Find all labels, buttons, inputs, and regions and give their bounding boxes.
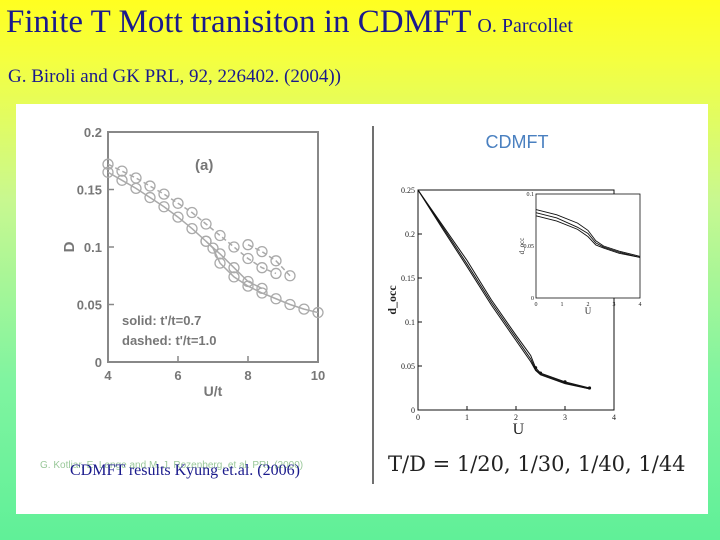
inset-plot-frame — [535, 193, 641, 299]
left-data-point — [312, 306, 324, 319]
left-data-point — [102, 166, 114, 178]
right-x-tick-label: 2 — [514, 413, 518, 422]
left-panel-label: (a) — [195, 157, 213, 174]
left-legend-dashed: dashed: t'/t=1.0 — [122, 333, 216, 348]
right-chart-title: CDMFT — [486, 132, 549, 152]
left-x-axis-label: U/t — [204, 383, 223, 399]
left-y-tick-label: 0.15 — [77, 183, 102, 198]
left-data-point — [214, 257, 226, 269]
left-data-point — [158, 201, 170, 213]
left-data-point — [256, 282, 268, 295]
figure-panel — [16, 104, 708, 514]
left-data-point — [186, 222, 198, 235]
right-x-tick-label: 4 — [612, 413, 616, 422]
right-data-point — [538, 371, 543, 375]
left-data-point — [116, 174, 128, 186]
caption: CDMFT results Kyung et.al. (2006) — [70, 462, 300, 479]
right-y-tick-label: 0 — [411, 406, 415, 415]
left-data-point — [172, 211, 184, 223]
left-y-tick-label: 0.05 — [77, 298, 102, 313]
inset-x-tick-label: 0 — [535, 302, 538, 308]
left-data-point — [207, 242, 219, 254]
left-data-point — [214, 229, 226, 242]
inset-series-line — [535, 209, 641, 257]
title-author: O. Parcollet — [477, 15, 573, 37]
slide-title: Finite T Mott tranisiton in CDMFT O. Parc… — [6, 4, 573, 41]
left-x-tick-label: 4 — [104, 368, 112, 383]
left-x-tick-label: 10 — [311, 368, 325, 383]
inset-series-line — [535, 215, 641, 258]
left-data-point — [298, 303, 310, 315]
left-data-point — [228, 241, 240, 253]
inset-x-tick-label: 4 — [639, 302, 642, 308]
left-data-point — [186, 206, 198, 219]
left-data-point — [130, 172, 142, 184]
inset-x-axis-label: U — [585, 306, 592, 316]
left-citation: G. Kotliar, E. Lange and M. J. Rozenberg… — [40, 460, 304, 471]
right-series-line — [417, 189, 590, 390]
left-data-point — [172, 197, 184, 209]
left-data-point — [256, 245, 268, 258]
left-data-point — [228, 262, 240, 274]
left-data-point — [284, 270, 296, 282]
left-series-line — [107, 171, 319, 314]
left-data-point — [144, 180, 156, 192]
left-data-point — [228, 271, 240, 283]
left-x-tick-label: 8 — [244, 368, 251, 383]
left-data-point — [102, 158, 114, 170]
right-y-axis-label: d_occ — [385, 285, 399, 315]
right-data-point — [563, 380, 567, 384]
left-legend-solid: solid: t'/t=0.7 — [122, 313, 201, 328]
left-data-point — [200, 218, 212, 230]
right-y-tick-label: 0.05 — [401, 362, 415, 371]
left-y-tick-label: 0.2 — [84, 125, 102, 140]
right-y-tick-label: 0.2 — [405, 230, 415, 239]
right-series-line — [417, 189, 590, 389]
right-data-point — [534, 366, 538, 370]
left-y-tick-label: 0.1 — [84, 240, 102, 255]
right-x-axis-label: U — [513, 421, 525, 438]
left-data-point — [144, 191, 156, 204]
left-series-line — [247, 244, 291, 277]
left-data-point — [158, 188, 170, 200]
inset-x-tick-label: 3 — [613, 302, 616, 308]
left-y-axis-label: D — [61, 241, 78, 252]
right-data-point — [587, 386, 592, 390]
right-x-tick-label: 3 — [563, 413, 567, 422]
title-text: Finite T Mott tranisiton in CDMFT — [6, 4, 472, 40]
left-data-point — [270, 267, 282, 280]
temperature-formula: T/D = 1/20, 1/30, 1/40, 1/44 — [388, 452, 686, 476]
left-data-point — [242, 252, 254, 265]
right-series-line — [417, 189, 590, 390]
inset-y-tick-label: 0 — [531, 296, 534, 302]
left-data-point — [256, 262, 268, 274]
left-data-point — [242, 275, 254, 288]
right-x-tick-label: 0 — [416, 413, 420, 422]
left-data-point — [214, 248, 226, 260]
right-x-tick-label: 1 — [465, 413, 469, 422]
left-y-tick-label: 0 — [95, 355, 102, 370]
inset-x-tick-label: 1 — [561, 302, 564, 308]
inset-y-tick-label: 0.05 — [524, 244, 535, 250]
left-data-point — [200, 235, 212, 247]
reference-line: G. Biroli and GK PRL, 92, 226402. (2004)… — [8, 66, 342, 87]
left-data-point — [242, 239, 254, 251]
left-data-point — [284, 298, 296, 311]
left-series-line — [107, 163, 277, 275]
inset-series-line — [535, 212, 641, 258]
right-y-tick-label: 0.1 — [405, 318, 415, 327]
left-x-tick-label: 6 — [174, 368, 181, 383]
left-data-point — [116, 165, 128, 177]
right-y-tick-label: 0.25 — [401, 186, 415, 195]
inset-y-axis-label: d_occ — [518, 238, 526, 255]
left-data-point — [270, 255, 282, 267]
inset-y-tick-label: 0.1 — [527, 192, 535, 198]
right-y-tick-label: 0.15 — [401, 274, 415, 283]
inset-x-tick-label: 2 — [587, 302, 590, 308]
left-data-point — [270, 293, 282, 305]
